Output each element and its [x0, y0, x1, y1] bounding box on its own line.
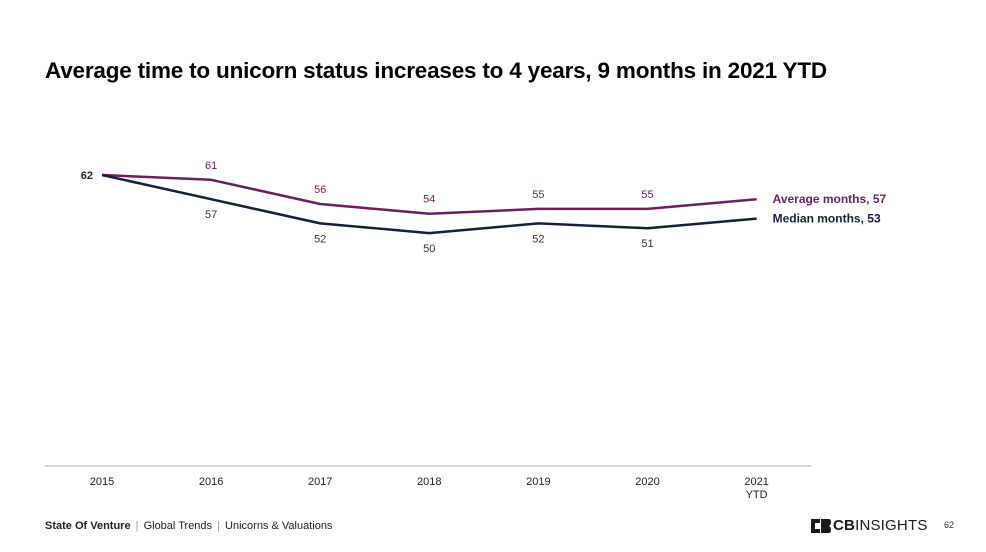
x-tick-label-sub: YTD	[746, 489, 768, 501]
average-data-label: 55	[641, 189, 653, 201]
average-series-label: Average months, 57	[773, 192, 887, 206]
logo-text: CBINSIGHTS	[833, 517, 928, 534]
average-months-line	[101, 173, 757, 215]
average-data-label: 55	[532, 189, 544, 201]
x-tick-label: 2021	[744, 476, 768, 488]
footer-report-name: State Of Venture	[45, 520, 131, 532]
x-tick-label: 2018	[417, 476, 441, 488]
median-data-label: 52	[532, 233, 544, 245]
average-data-label: 61	[205, 160, 217, 172]
median-data-label: 51	[641, 238, 653, 250]
page-number: 62	[944, 520, 955, 530]
average-data-label: 56	[314, 184, 326, 196]
footer-separator: |	[217, 520, 220, 532]
x-tick-label: 2019	[526, 476, 550, 488]
median-data-label: 52	[314, 233, 326, 245]
median-months-line	[101, 173, 757, 235]
x-tick-label: 2015	[90, 476, 114, 488]
chart-title: Average time to unicorn status increases…	[45, 58, 827, 83]
footer-section-trends: Global Trends	[143, 520, 213, 532]
x-tick-label: 2017	[308, 476, 332, 488]
average-data-label: 54	[423, 194, 435, 206]
cb-logo-mark-icon	[811, 518, 831, 533]
x-tick-label: 2016	[199, 476, 223, 488]
cb-insights-logo: CBINSIGHTS	[811, 517, 928, 534]
median-data-label: 57	[205, 209, 217, 221]
footer-separator: |	[135, 520, 139, 532]
median-data-label: 50	[423, 243, 435, 255]
footer-breadcrumb: State Of Venture | Global Trends | Unico…	[45, 520, 332, 532]
x-tick-label: 2020	[635, 476, 659, 488]
footer-section-unicorns: Unicorns & Valuations	[225, 520, 333, 532]
median-series-label: Median months, 53	[773, 212, 881, 226]
median-data-label: 62	[81, 170, 93, 182]
